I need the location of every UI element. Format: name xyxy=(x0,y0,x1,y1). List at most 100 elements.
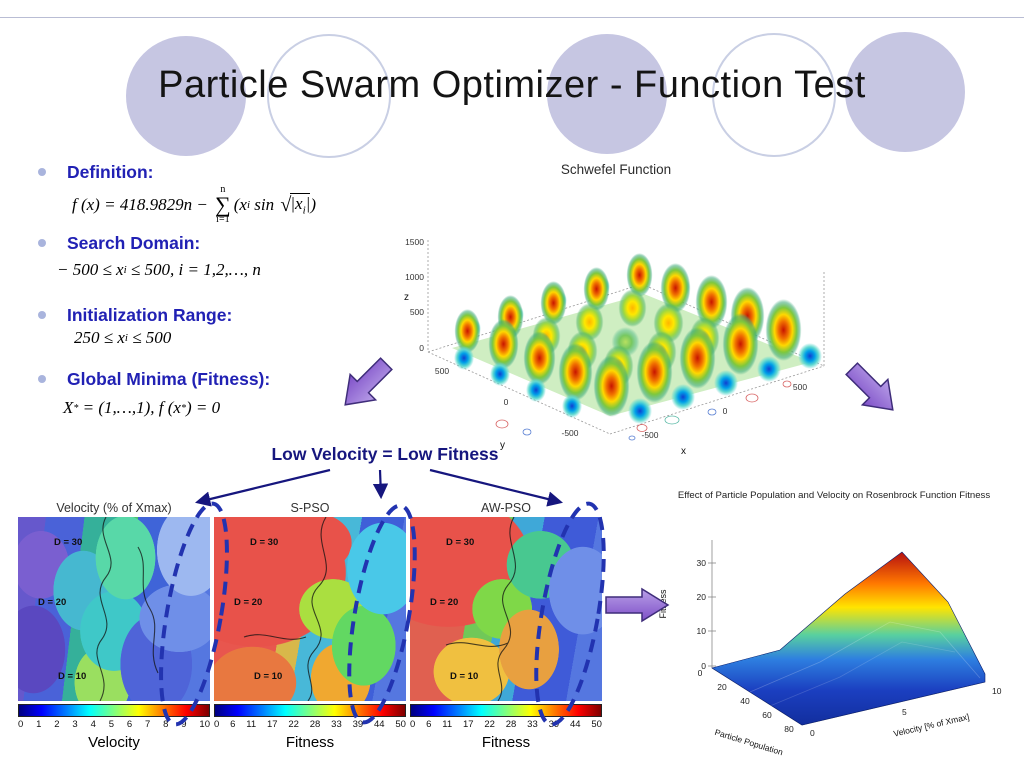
tick-label: 39 xyxy=(352,719,364,730)
z-tick: 30 xyxy=(697,558,707,568)
y-tick: 5 xyxy=(902,707,907,717)
arrow-down-right-icon xyxy=(845,362,894,411)
x-tick: 500 xyxy=(793,382,807,392)
z-axis-label: Fitness xyxy=(658,589,668,619)
tick-label: 7 xyxy=(144,719,151,730)
deco-circle-5 xyxy=(845,32,965,152)
y-tick: -500 xyxy=(561,428,578,438)
colorbar-axis-label-spso: Fitness xyxy=(285,734,335,751)
panel-title-velocity: Velocity (% of Xmax) xyxy=(56,501,172,515)
arrow-down-left-icon xyxy=(344,357,393,406)
tick-label: 44 xyxy=(569,719,581,730)
tick-label: 17 xyxy=(266,719,278,730)
x-tick: 0 xyxy=(698,668,703,678)
callout-low-velocity: Low Velocity = Low Fitness xyxy=(271,444,499,464)
x-tick: 0 xyxy=(723,406,728,416)
tick-label: 5 xyxy=(108,719,114,730)
colorbar-awpso xyxy=(410,704,602,717)
y-tick: 500 xyxy=(435,366,449,376)
colorbar-ticks-spso: 0 6 11 17 22 28 33 39 44 50 xyxy=(214,719,406,730)
tick-label: 50 xyxy=(395,719,406,730)
d-label-20: D = 20 xyxy=(234,597,263,608)
colorbar-velocity xyxy=(18,704,210,717)
contour-lines xyxy=(243,517,327,701)
colorbar-ticks-awpso: 0 6 11 17 22 28 33 39 44 50 xyxy=(410,719,602,730)
axis-tick-labels: 1500 1000 500 0 500 0 -500 -500 0 500 z … xyxy=(404,237,807,457)
tick-label: 28 xyxy=(309,719,321,730)
top-rule xyxy=(0,17,1024,18)
slide-title: Particle Swarm Optimizer - Function Test xyxy=(158,64,866,106)
z-tick: 500 xyxy=(410,307,424,317)
z-tick: 20 xyxy=(697,592,707,602)
y-tick: 0 xyxy=(504,397,509,407)
x-tick: 80 xyxy=(784,724,794,734)
x-tick: 60 xyxy=(762,710,772,720)
panel-title-spso: S-PSO xyxy=(290,501,330,515)
deco-circle-2 xyxy=(267,34,391,158)
colorbar-axis-label-velocity: Velocity xyxy=(88,734,140,751)
tick-label: 4 xyxy=(90,719,96,730)
x-axis-label: x xyxy=(681,446,686,457)
tick-label: 9 xyxy=(181,719,187,730)
tick-label: 44 xyxy=(373,719,385,730)
callout-arrows xyxy=(195,468,563,507)
tick-label: 10 xyxy=(199,719,210,730)
bullet-icon xyxy=(38,168,46,176)
tick-label: 50 xyxy=(591,719,602,730)
x-tick: 20 xyxy=(717,682,727,692)
bullet-init-label: Initialization Range: xyxy=(67,305,233,325)
rosenbrock-plot: 30 20 10 0 0 20 40 60 80 0 5 10 Fitness … xyxy=(658,540,1002,757)
colorbar-axis-label-awpso: Fitness xyxy=(481,734,531,751)
y-tick: 10 xyxy=(992,686,1002,696)
sqrt-argument: |xi| xyxy=(290,192,311,217)
z-tick: 10 xyxy=(697,626,707,636)
tick-label: 11 xyxy=(442,719,453,730)
tick-label: 0 xyxy=(18,719,24,730)
tick-label: 6 xyxy=(126,719,133,730)
schwefel-figure: Schwefel Function xyxy=(392,160,840,460)
bullet-icon xyxy=(38,239,46,247)
tick-label: 6 xyxy=(230,719,236,730)
deco-circle-3 xyxy=(547,34,667,154)
d-label-10: D = 10 xyxy=(254,671,283,682)
x-tick: -500 xyxy=(641,430,658,440)
formula-text: f (x) = 418.9829n − xyxy=(72,195,213,214)
formula-text: (x xyxy=(233,195,247,214)
y-tick: 0 xyxy=(810,728,815,738)
bullet-definition-label: Definition: xyxy=(67,162,154,182)
schwefel-plot: 1500 1000 500 0 500 0 -500 -500 0 500 z … xyxy=(404,237,825,457)
tick-label: 28 xyxy=(505,719,517,730)
d-label-10: D = 10 xyxy=(450,671,479,682)
d-label-20: D = 20 xyxy=(38,597,67,608)
rosenbrock-figure: Effect of Particle Population and Veloci… xyxy=(650,488,1018,764)
bullet-minima-label: Global Minima (Fitness): xyxy=(67,369,271,389)
contour-lines xyxy=(96,517,159,701)
rosenbrock-title: Effect of Particle Population and Veloci… xyxy=(677,490,991,501)
d-label-30: D = 30 xyxy=(446,537,475,548)
formula-definition: f (x) = 418.9829n − n ∑ i=1 (x i sin √ |xi… xyxy=(72,184,316,225)
tick-label: 0 xyxy=(214,719,220,730)
heatmap-spso: D = 30 D = 20 D = 10 xyxy=(214,517,406,701)
bullet-search-label: Search Domain: xyxy=(67,233,201,253)
deco-circle-1 xyxy=(126,36,246,156)
surface xyxy=(711,551,986,726)
y-axis-label: y xyxy=(500,440,505,451)
bullet-icon xyxy=(38,311,46,319)
tick-label: 2 xyxy=(54,719,60,730)
heatmap-awpso: D = 30 D = 20 D = 10 xyxy=(410,517,602,701)
d-label-10: D = 10 xyxy=(58,671,87,682)
colorbar-spso xyxy=(214,704,406,717)
surface xyxy=(452,253,822,424)
formula-text: sin xyxy=(250,195,279,214)
tick-label: 8 xyxy=(163,719,169,730)
z-tick: 1000 xyxy=(405,272,424,282)
formula-text: ) xyxy=(310,195,316,214)
bullet-icon xyxy=(38,375,46,383)
tick-label: 39 xyxy=(548,719,560,730)
d-label-30: D = 30 xyxy=(250,537,279,548)
tick-label: 33 xyxy=(331,719,342,730)
colorbar-ticks-velocity: 0 1 2 3 4 5 6 7 8 9 10 xyxy=(18,719,210,730)
